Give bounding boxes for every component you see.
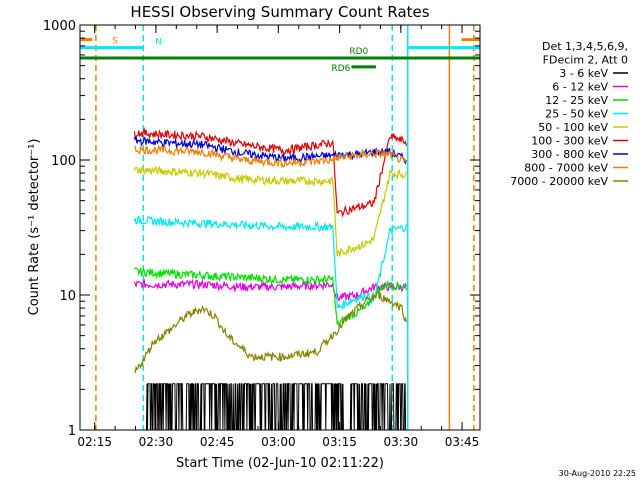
legend-label-100-300-kev: 100 - 300 keV [531, 135, 608, 148]
series-line-800-7000-kev [134, 144, 407, 169]
legend-label-12-25-kev: 12 - 25 keV [545, 94, 608, 107]
series-line-7000-20000-kev [134, 291, 407, 373]
chart-title: HESSI Observing Summary Count Rates [130, 3, 429, 21]
y-tick-label-1: 10 [59, 289, 76, 304]
legend-label-6-12-kev: 6 - 12 keV [552, 81, 608, 94]
legend-label-3-6-kev: 3 - 6 keV [559, 67, 608, 80]
legend-label-300-800-kev: 300 - 800 keV [531, 148, 608, 161]
series-100-300-kev [133, 126, 407, 218]
annotation-label-rd6: RD6 [331, 64, 350, 74]
legend-label-25-50-kev: 25 - 50 keV [545, 108, 608, 121]
y-axis-label: Count Rate (s⁻¹ detector⁻¹) [27, 139, 42, 316]
series-line-300-800-kev [133, 136, 407, 165]
plot-frame [79, 24, 481, 431]
x-tick-label-5: 03:30 [384, 435, 419, 449]
legend-header-0: Det 1,3,4,5,6,9, [542, 40, 628, 53]
x-axis: 02:15 02:30 02:45 03:00 03:15 03:30 03:45 [77, 25, 479, 449]
series-7000-20000-kev [134, 291, 407, 373]
y-axis: 1 10 100 1000 [43, 19, 480, 439]
x-tick-label-4: 03:15 [322, 435, 357, 449]
x-tick-label-6: 03:45 [445, 435, 480, 449]
series-300-800-kev [133, 136, 407, 165]
legend-label-7000-20000-kev: 7000 - 20000 keV [510, 175, 608, 188]
y-tick-label-0: 1 [68, 424, 76, 439]
legend-header-1: FDecim 2, Att 0 [543, 54, 628, 67]
x-axis-label: Start Time (02-Jun-10 02:11:22) [176, 456, 384, 471]
x-tick-label-1: 02:30 [139, 435, 174, 449]
legend-label-50-100-kev: 50 - 100 keV [538, 121, 608, 134]
series-800-7000-kev [134, 144, 407, 169]
legend-label-800-7000-kev: 800 - 7000 keV [524, 162, 608, 175]
y-tick-label-2: 100 [51, 154, 76, 169]
series-50-100-kev [133, 165, 407, 257]
annotation-label-n: N [155, 38, 162, 48]
x-tick-label-0: 02:15 [77, 435, 112, 449]
series-layer [133, 126, 407, 431]
series-12-25-kev [133, 266, 407, 328]
vertical-markers [95, 25, 475, 430]
series-line-50-100-kev [133, 165, 407, 257]
series-line-12-25-kev [133, 266, 407, 328]
series-line-100-300-kev [133, 126, 407, 218]
legend: Det 1,3,4,5,6,9,FDecim 2, Att 03 - 6 keV… [510, 40, 628, 188]
series-line-25-50-kev [133, 215, 407, 310]
y-tick-label-3: 1000 [43, 19, 76, 34]
series-25-50-kev [133, 215, 407, 310]
x-tick-label-3: 03:00 [261, 435, 296, 449]
annotation-label-rd0: RD0 [349, 47, 368, 57]
annotation-label-s: S [112, 37, 118, 47]
x-tick-label-2: 02:45 [200, 435, 235, 449]
observation-annotations: S N RD0 RD6 [80, 37, 480, 74]
footer-timestamp: 30-Aug-2010 22:25 [559, 469, 636, 478]
